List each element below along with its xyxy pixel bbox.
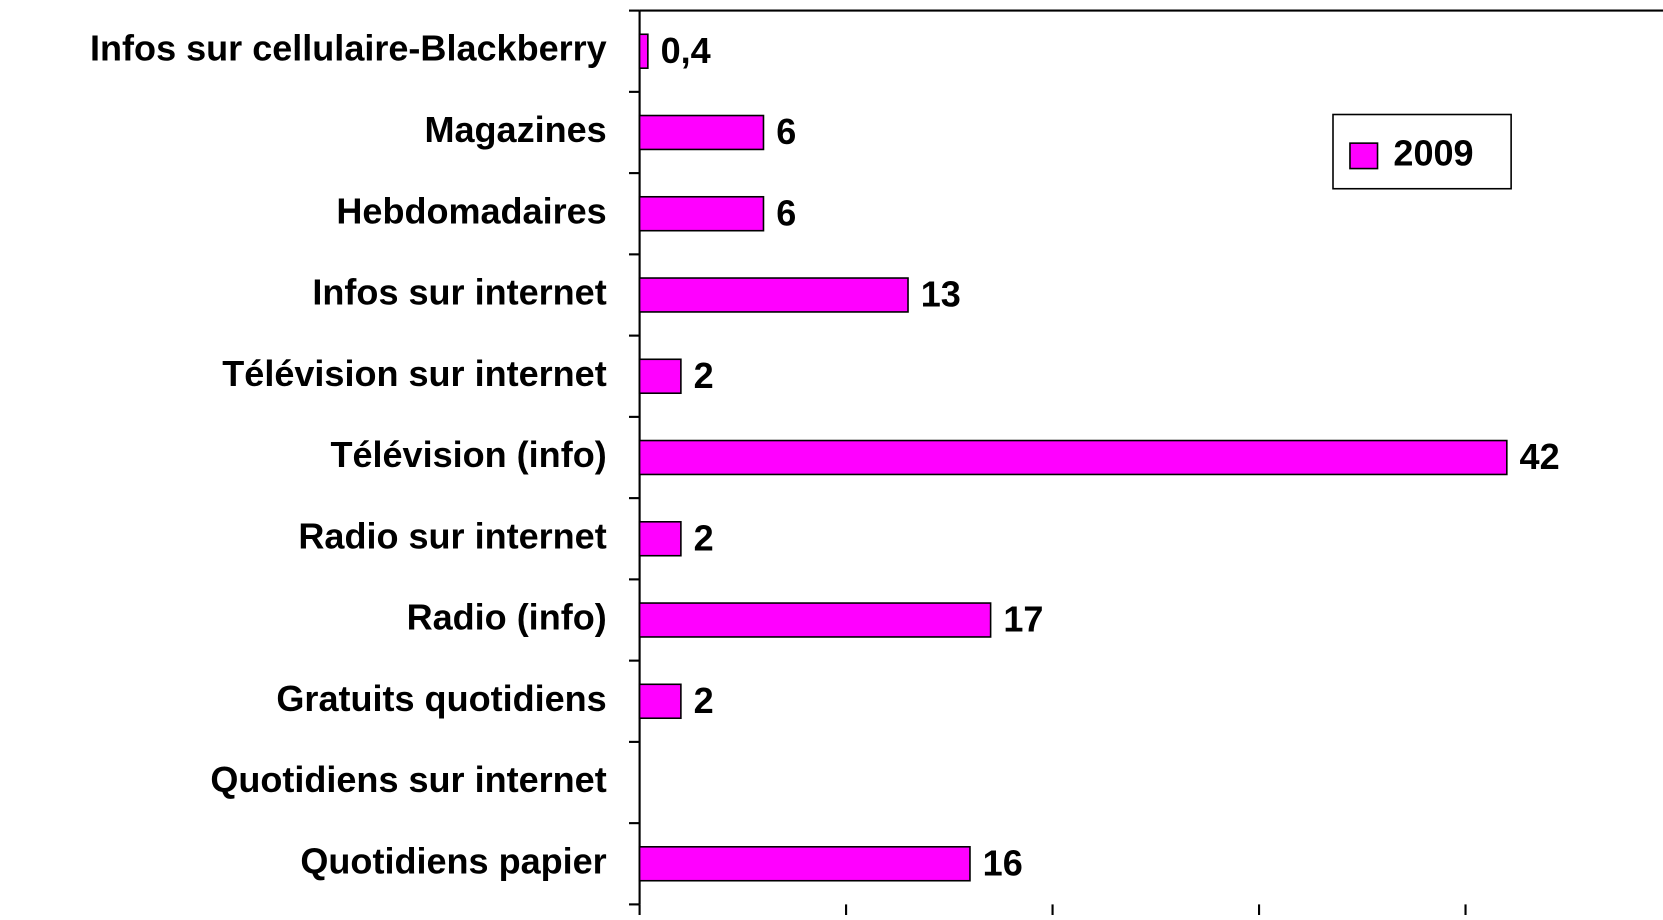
- y-tick-label: Quotidiens sur internet: [210, 759, 606, 800]
- data-label: 6: [776, 111, 796, 152]
- data-label: 17: [1003, 599, 1043, 640]
- bar: [638, 683, 682, 720]
- data-label: 42: [1520, 436, 1560, 477]
- y-tick-label: Radio (info): [407, 597, 607, 638]
- bar: [638, 114, 765, 151]
- y-tick-label: Gratuits quotidiens: [276, 678, 606, 719]
- bar: [638, 33, 649, 69]
- data-label: 13: [921, 274, 961, 315]
- bar: [638, 439, 1508, 476]
- bar: [638, 358, 682, 395]
- data-label: 0,4: [661, 30, 711, 71]
- y-tick-label: Radio sur internet: [298, 515, 606, 556]
- bar: [638, 195, 765, 232]
- y-tick-label: Hebdomadaires: [336, 190, 606, 231]
- bar: [638, 277, 909, 313]
- y-tick-label: Télévision sur internet: [222, 353, 606, 394]
- y-tick-label: Quotidiens papier: [300, 840, 606, 881]
- data-label: 6: [776, 192, 796, 233]
- bar: [638, 520, 682, 557]
- y-tick-label: Magazines: [425, 109, 607, 150]
- data-label: 2: [694, 680, 714, 721]
- legend-label: 2009: [1393, 132, 1473, 173]
- bar: [638, 846, 971, 882]
- data-label: 2: [694, 355, 714, 396]
- y-tick-label: Infos sur cellulaire-Blackberry: [90, 28, 607, 69]
- data-label: 2: [694, 517, 714, 558]
- y-tick-label: Télévision (info): [330, 434, 606, 475]
- y-tick-label: Infos sur internet: [312, 272, 606, 313]
- data-label: 16: [983, 842, 1023, 883]
- legend-swatch: [1349, 142, 1379, 170]
- bar: [638, 602, 992, 638]
